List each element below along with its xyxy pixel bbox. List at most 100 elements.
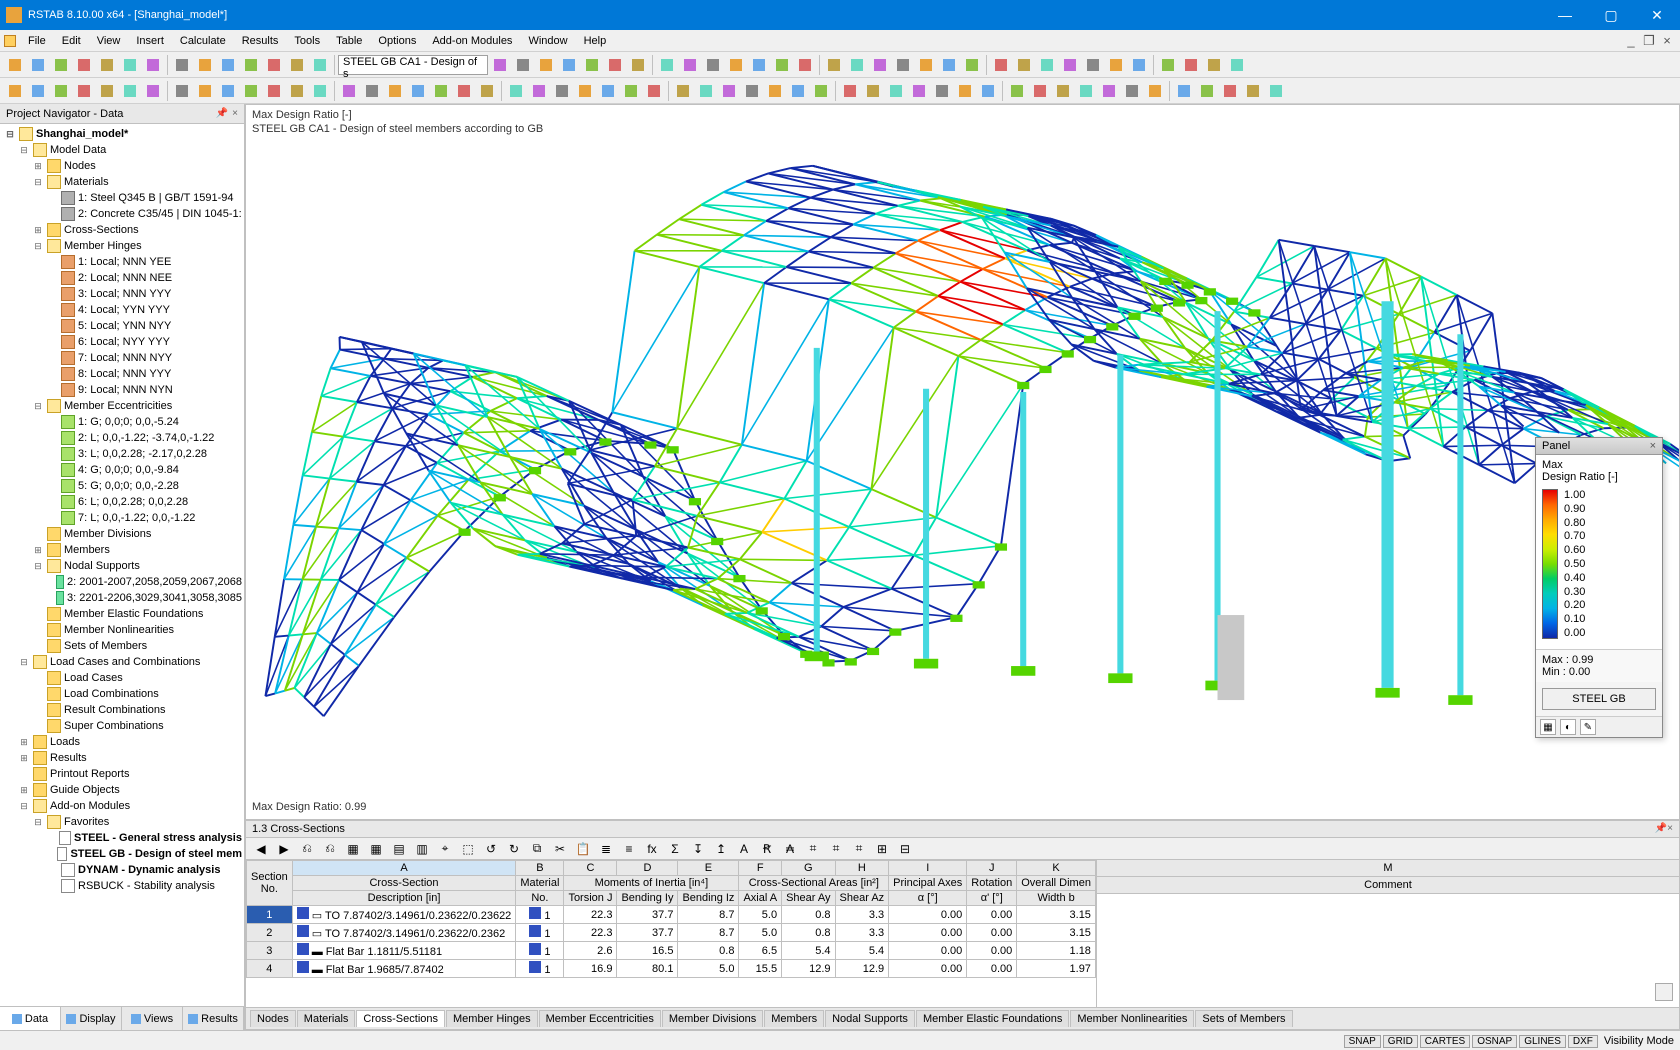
toolbar-button[interactable] <box>558 54 580 76</box>
toolbar-button[interactable] <box>748 54 770 76</box>
tree-lcc[interactable]: ⊟Load Cases and Combinations <box>0 654 244 670</box>
toolbar-button[interactable] <box>954 80 976 102</box>
table-tool-button[interactable]: ⌖ <box>434 838 456 860</box>
toolbar-button[interactable] <box>961 54 983 76</box>
toolbar-button[interactable] <box>263 80 285 102</box>
toolbar-button[interactable] <box>764 80 786 102</box>
tree-hinge-item[interactable]: 3: Local; NNN YYY <box>0 286 244 302</box>
toolbar-button[interactable] <box>931 80 953 102</box>
menu-file[interactable]: File <box>20 33 54 49</box>
table-tool-button[interactable]: ▤ <box>388 838 410 860</box>
pin-icon[interactable]: 📌 <box>216 108 228 119</box>
toolbar-button[interactable] <box>823 54 845 76</box>
toolbar-button[interactable] <box>263 54 285 76</box>
toolbar-button[interactable] <box>1219 80 1241 102</box>
menu-edit[interactable]: Edit <box>54 33 89 49</box>
toolbar-button[interactable] <box>581 54 603 76</box>
table-tool-button[interactable]: ≣ <box>595 838 617 860</box>
toolbar-button[interactable] <box>679 54 701 76</box>
table-tool-button[interactable]: ↺ <box>480 838 502 860</box>
tree-ecc-item[interactable]: 3: L; 0,0,2.28; -2.17,0,2.28 <box>0 446 244 462</box>
menu-insert[interactable]: Insert <box>128 33 172 49</box>
panel-tab-1[interactable]: ▦ <box>1540 719 1556 735</box>
tree-ecc-item[interactable]: 5: G; 0,0;0; 0,0,-2.28 <box>0 478 244 494</box>
tree-hinge-item[interactable]: 4: Local; YYN YYY <box>0 302 244 318</box>
menu-help[interactable]: Help <box>576 33 615 49</box>
menu-calculate[interactable]: Calculate <box>172 33 234 49</box>
toolbar-button[interactable] <box>846 54 868 76</box>
mdi-restore-icon[interactable]: ❐ <box>1640 33 1658 49</box>
table-tool-button[interactable]: ▶ <box>273 838 295 860</box>
toolbar-button[interactable] <box>240 54 262 76</box>
toolbar-button[interactable] <box>1226 54 1248 76</box>
table-tool-button[interactable]: fx <box>641 838 663 860</box>
toolbar-button[interactable] <box>142 80 164 102</box>
tree-materials[interactable]: ⊟Materials <box>0 174 244 190</box>
toolbar-button[interactable] <box>1052 80 1074 102</box>
status-toggle-osnap[interactable]: OSNAP <box>1472 1035 1517 1048</box>
tree-hinge-item[interactable]: 2: Local; NNN NEE <box>0 270 244 286</box>
table-pin-icon[interactable]: 📌 <box>1655 823 1667 835</box>
tree-hinge-item[interactable]: 5: Local; YNN NYY <box>0 318 244 334</box>
status-toggle-snap[interactable]: SNAP <box>1344 1035 1381 1048</box>
toolbar-button[interactable] <box>620 80 642 102</box>
table-tab[interactable]: Materials <box>297 1010 356 1027</box>
navigator-close-icon[interactable]: × <box>232 108 238 119</box>
toolbar-button[interactable] <box>96 80 118 102</box>
tree-hinge-item[interactable]: 8: Local; NNN YYY <box>0 366 244 382</box>
toolbar-button[interactable] <box>4 80 26 102</box>
tree-nodal-supports[interactable]: ⊟Nodal Supports <box>0 558 244 574</box>
toolbar-button[interactable] <box>597 80 619 102</box>
toolbar-button[interactable] <box>1059 54 1081 76</box>
toolbar-button[interactable] <box>4 54 26 76</box>
toolbar-button[interactable] <box>771 54 793 76</box>
toolbar-button[interactable] <box>672 80 694 102</box>
tree-addon[interactable]: ⊟Add-on Modules <box>0 798 244 814</box>
toolbar-button[interactable] <box>453 80 475 102</box>
menu-view[interactable]: View <box>89 33 129 49</box>
toolbar-button[interactable] <box>528 80 550 102</box>
tree-loads[interactable]: ⊞Loads <box>0 734 244 750</box>
panel-tab-2[interactable]: ◐ <box>1560 719 1576 735</box>
toolbar-button[interactable] <box>1180 54 1202 76</box>
mdi-minimize-icon[interactable]: _ <box>1622 33 1640 49</box>
toolbar-button[interactable] <box>309 54 331 76</box>
tree-lcc-item[interactable]: Load Cases <box>0 670 244 686</box>
table-tool-button[interactable]: ⬚ <box>457 838 479 860</box>
toolbar-button[interactable] <box>1157 54 1179 76</box>
tree-cross-sections[interactable]: ⊞Cross-Sections <box>0 222 244 238</box>
table-tool-button[interactable]: ◀ <box>250 838 272 860</box>
toolbar-button[interactable] <box>1144 80 1166 102</box>
toolbar-button[interactable] <box>718 80 740 102</box>
toolbar-button[interactable] <box>1105 54 1127 76</box>
tree-favorite-item[interactable]: DYNAM - Dynamic analysis <box>0 862 244 878</box>
tree-hinge-item[interactable]: 1: Local; NNN YEE <box>0 254 244 270</box>
toolbar-button[interactable] <box>1013 54 1035 76</box>
toolbar-button[interactable] <box>702 54 724 76</box>
toolbar-button[interactable] <box>1121 80 1143 102</box>
toolbar-button[interactable] <box>286 80 308 102</box>
table-tab[interactable]: Member Nonlinearities <box>1070 1010 1194 1027</box>
table-tool-button[interactable]: ▥ <box>411 838 433 860</box>
tree-lcc-item[interactable]: Super Combinations <box>0 718 244 734</box>
toolbar-button[interactable] <box>194 80 216 102</box>
table-tool-button[interactable]: ⎌ <box>319 838 341 860</box>
table-tool-button[interactable]: ≡ <box>618 838 640 860</box>
tree-hinge-item[interactable]: 9: Local; NNN NYN <box>0 382 244 398</box>
menu-table[interactable]: Table <box>328 33 370 49</box>
table-row[interactable]: 4▬ Flat Bar 1.9685/7.87402 116.980.15.01… <box>247 960 1096 978</box>
toolbar-button[interactable] <box>240 80 262 102</box>
tree-ecc-item[interactable]: 7: L; 0,0,-1.22; 0,0,-1.22 <box>0 510 244 526</box>
table-tool-button[interactable]: ⌗ <box>802 838 824 860</box>
table-tab[interactable]: Cross-Sections <box>356 1010 445 1027</box>
table-close-icon[interactable]: × <box>1667 823 1673 835</box>
toolbar-button[interactable] <box>794 54 816 76</box>
navigator-tree[interactable]: ⊟Shanghai_model*⊟Model Data⊞Nodes⊟Materi… <box>0 124 244 1006</box>
tree-member-hinges[interactable]: ⊟Member Hinges <box>0 238 244 254</box>
table-tab[interactable]: Nodal Supports <box>825 1010 915 1027</box>
toolbar-button[interactable] <box>1075 80 1097 102</box>
toolbar-button[interactable] <box>489 54 511 76</box>
maximize-button[interactable]: ▢ <box>1588 0 1634 30</box>
toolbar-button[interactable] <box>1242 80 1264 102</box>
toolbar-button[interactable] <box>977 80 999 102</box>
